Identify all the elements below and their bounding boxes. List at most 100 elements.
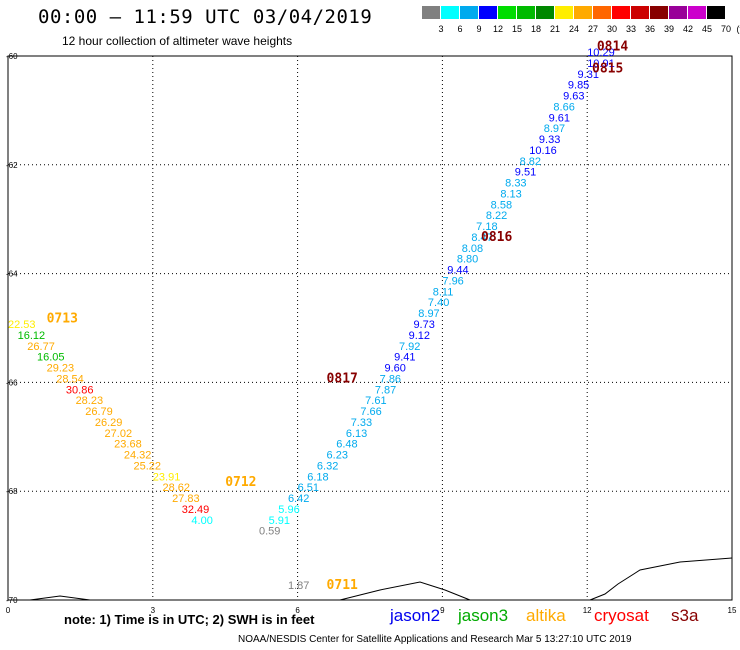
color-swatch: [631, 6, 650, 19]
color-swatch: [688, 6, 707, 19]
wave-height-label: 9.51: [515, 167, 536, 179]
wave-height-label: 26.79: [85, 406, 113, 418]
wave-height-label: 30.86: [66, 384, 94, 396]
color-tick-label: 33: [625, 24, 636, 34]
legend-item-jason2: jason2: [390, 606, 441, 625]
color-tick-label: 6: [457, 24, 463, 34]
wave-height-label: 9.60: [384, 363, 405, 375]
wave-height-label: 25.22: [133, 460, 161, 472]
wave-height-label: 6.13: [346, 428, 367, 440]
color-swatch: [422, 6, 441, 19]
wave-height-label: 9.33: [539, 134, 560, 146]
wave-height-label: 5.96: [278, 504, 299, 516]
y-tick-label: -70: [6, 596, 18, 605]
wave-height-label: 8.08: [462, 243, 483, 255]
wave-height-label: 7.33: [351, 417, 372, 429]
wave-height-label: 28.23: [76, 395, 104, 407]
wave-height-label: 9.12: [409, 330, 430, 342]
color-swatch: [574, 6, 593, 19]
wave-height-label: 0.59: [259, 526, 280, 538]
pass-id-label: 0713: [47, 312, 78, 327]
color-swatch: [460, 6, 479, 19]
wave-height-label: 8.47: [471, 232, 492, 244]
wave-height-label: 6.51: [298, 482, 319, 494]
wave-height-label: 27.83: [172, 493, 200, 505]
wave-height-label: 9.41: [394, 352, 415, 364]
wave-height-label: 8.82: [520, 156, 541, 168]
wave-height-label: 7.86: [380, 373, 401, 385]
wave-height-label: 8.33: [505, 178, 526, 190]
wave-height-label: 7.40: [428, 297, 449, 309]
color-tick-label: 70: [720, 24, 731, 34]
y-tick-label: -66: [6, 378, 18, 387]
wave-height-label: 9.73: [413, 319, 434, 331]
wave-height-label: 10.16: [529, 145, 557, 157]
x-tick-label: 6: [295, 606, 300, 615]
wave-height-label: 7.61: [365, 395, 386, 407]
wave-height-label: 6.18: [307, 471, 328, 483]
wave-height-label: 27.02: [105, 428, 133, 440]
wave-height-label: 8.97: [418, 308, 439, 320]
wave-height-label: 8.97: [544, 123, 565, 135]
color-swatch: [707, 6, 726, 19]
color-swatch: [555, 6, 574, 19]
pass-id-label: 0711: [327, 578, 358, 593]
y-tick-label: -64: [6, 270, 18, 279]
x-tick-label: 0: [6, 606, 11, 615]
legend-item-jason3: jason3: [458, 606, 509, 625]
wave-height-label: 9.63: [563, 91, 584, 103]
pass-id-label: 0814: [597, 40, 628, 55]
color-swatch: [517, 6, 536, 19]
wave-height-label: 6.48: [336, 439, 357, 451]
color-swatch: [612, 6, 631, 19]
color-unit-label: (ft): [736, 24, 740, 34]
wave-height-label: 9.44: [447, 265, 468, 277]
color-tick-label: 12: [492, 24, 503, 34]
credit-line: NOAA/NESDIS Center for Satellite Applica…: [238, 634, 632, 645]
wave-height-label: 22.53: [8, 319, 36, 331]
wave-height-label: 28.54: [56, 373, 84, 385]
x-tick-label: 3: [151, 606, 156, 615]
wave-height-label: 28.62: [162, 482, 190, 494]
wave-height-label: 24.32: [124, 450, 152, 462]
color-swatch: [479, 6, 498, 19]
color-tick-label: 27: [587, 24, 598, 34]
map-title: 00:00 – 11:59 UTC 03/04/2019: [38, 6, 373, 28]
color-swatch: [593, 6, 612, 19]
wave-height-label: 10.29: [587, 47, 615, 59]
color-swatch: [669, 6, 688, 19]
pass-id-label: 0712: [225, 475, 256, 490]
x-tick-label: 9: [440, 606, 445, 615]
wave-height-label: 16.12: [18, 330, 46, 342]
wave-height-label: 9.61: [549, 112, 570, 124]
x-tick-label: 15: [728, 606, 737, 615]
wave-height-label: 8.11: [433, 286, 454, 298]
y-tick-label: -68: [6, 487, 18, 496]
color-tick-label: 42: [682, 24, 693, 34]
color-tick-label: 45: [701, 24, 712, 34]
pass-id-label: 0815: [592, 61, 623, 76]
wave-height-label: 6.32: [317, 460, 338, 472]
color-swatch: [536, 6, 555, 19]
coastline-path: [29, 557, 733, 601]
color-tick-label: 18: [530, 24, 541, 34]
color-tick-label: 39: [663, 24, 674, 34]
wave-height-label: 8.66: [553, 101, 574, 113]
wave-height-label: 7.66: [360, 406, 381, 418]
wave-height-label: 4.00: [191, 515, 212, 527]
wave-height-label: 9.85: [568, 80, 589, 92]
wave-height-label: 7.87: [375, 384, 396, 396]
wave-height-label: 7.18: [476, 221, 497, 233]
color-tick-label: 24: [568, 24, 579, 34]
y-tick-label: -60: [6, 52, 18, 61]
wave-height-label: 26.77: [27, 341, 55, 353]
color-swatch: [441, 6, 460, 19]
plot-frame: [7, 55, 733, 601]
color-swatch: [498, 6, 517, 19]
legend-item-altika: altika: [526, 606, 566, 625]
color-tick-label: 36: [644, 24, 655, 34]
legend-item-cryosat: cryosat: [594, 606, 649, 625]
color-tick-label: 21: [549, 24, 560, 34]
footer-note: note: 1) Time is in UTC; 2) SWH is in fe…: [64, 612, 315, 627]
